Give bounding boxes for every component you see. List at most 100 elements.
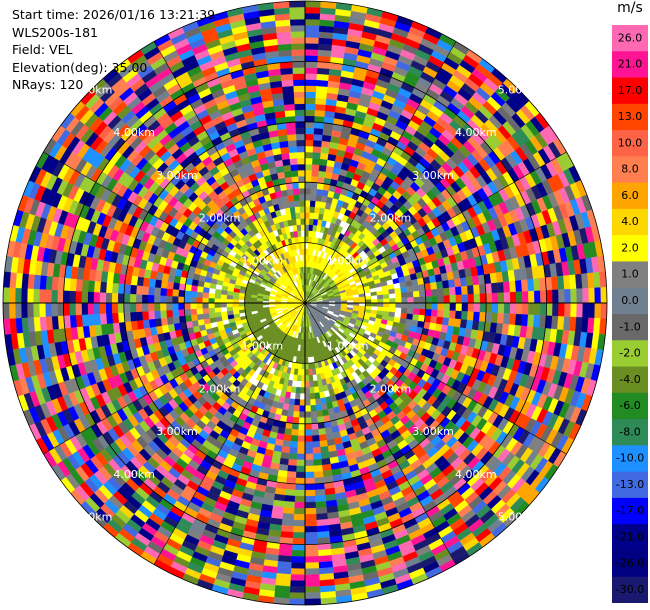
velocity-gate [304, 6, 321, 14]
velocity-gate [304, 550, 319, 557]
velocity-gate [315, 507, 328, 515]
velocity-gate [304, 49, 319, 56]
velocity-gate [485, 293, 493, 304]
velocity-gate [135, 311, 143, 321]
velocity-gate [564, 288, 571, 304]
velocity-gate [172, 282, 180, 290]
velocity-gate [304, 507, 317, 515]
velocity-gate [304, 580, 321, 588]
velocity-gate [295, 471, 306, 479]
velocity-gate [202, 302, 209, 309]
velocity-gate [600, 302, 608, 319]
velocity-gate [166, 309, 173, 318]
velocity-gate [304, 513, 317, 521]
velocity-gate [171, 295, 179, 304]
velocity-gate [172, 288, 180, 297]
velocity-gate [289, 592, 306, 600]
velocity-gate [527, 314, 535, 328]
velocity-gate [304, 441, 313, 449]
velocity-gate [315, 501, 327, 509]
velocity-gate [304, 230, 309, 237]
velocity-gate [14, 287, 22, 304]
velocity-gate [316, 525, 330, 533]
velocity-gate [315, 91, 328, 99]
velocity-gate [280, 525, 294, 533]
velocity-gate [147, 294, 155, 304]
velocity-gate [129, 311, 137, 322]
velocity-gate [304, 411, 312, 418]
velocity-gate [383, 302, 390, 308]
velocity-gate [425, 296, 432, 304]
velocity-gate [196, 308, 204, 315]
velocity-gate [413, 296, 420, 304]
velocity-gate [316, 410, 324, 418]
velocity-gate [87, 313, 95, 326]
velocity-gate [291, 422, 299, 430]
velocity-gate [400, 307, 408, 314]
velocity-gate [588, 287, 596, 304]
velocity-gate [166, 316, 174, 325]
velocity-gate [304, 12, 321, 20]
velocity-gate [208, 307, 216, 314]
velocity-gate [442, 280, 450, 289]
velocity-gate [395, 297, 402, 304]
velocity-gate [449, 294, 457, 304]
velocity-gate [382, 306, 390, 312]
velocity-gate [509, 280, 517, 293]
velocity-gate [304, 67, 318, 74]
velocity-gate [27, 302, 34, 318]
velocity-gate [308, 224, 314, 232]
velocity-gate [365, 302, 372, 307]
velocity-gate [430, 316, 438, 324]
velocity-gate [75, 290, 82, 304]
velocity-gate [312, 453, 322, 460]
velocity-gate [311, 422, 319, 430]
velocity-gate [407, 297, 414, 304]
velocity-gate [430, 288, 438, 297]
velocity-gate [485, 302, 493, 313]
velocity-gate [352, 297, 360, 301]
velocity-gate [178, 302, 185, 310]
velocity-gate [153, 302, 161, 312]
velocity-gate [314, 109, 326, 117]
velocity-gate [281, 519, 294, 527]
velocity-gate [395, 302, 402, 309]
velocity-gate [184, 302, 191, 310]
velocity-gate [290, 568, 306, 575]
velocity-gate [190, 302, 197, 310]
velocity-gate [515, 302, 523, 315]
velocity-gate [497, 292, 505, 304]
velocity-gate [69, 278, 77, 292]
velocity-gate [81, 291, 89, 304]
velocity-gate [461, 285, 469, 295]
velocity-gate [412, 314, 420, 322]
velocity-gate [383, 298, 390, 304]
velocity-gate [401, 302, 408, 309]
velocity-gate [304, 387, 310, 394]
velocity-gate [297, 429, 306, 437]
velocity-gate [238, 306, 246, 311]
velocity-gate [473, 293, 481, 304]
velocity-gate [8, 302, 16, 319]
velocity-gate [190, 296, 197, 304]
velocity-gate [318, 434, 327, 442]
velocity-gate [461, 294, 469, 304]
velocity-gate [291, 556, 306, 563]
velocity-gate [293, 513, 306, 521]
velocity-gate [582, 287, 590, 304]
velocity-gate [461, 302, 469, 312]
velocity-gate [449, 302, 457, 312]
velocity-gate [293, 507, 306, 515]
velocity-gate [316, 531, 330, 539]
velocity-gate [309, 398, 316, 406]
velocity-gate [165, 302, 173, 311]
velocity-gate [2, 287, 10, 304]
velocity-gate [311, 164, 320, 171]
velocity-gate [123, 293, 131, 304]
velocity-gate [509, 302, 517, 315]
velocity-gate [93, 291, 101, 304]
velocity-gate [45, 302, 52, 317]
velocity-gate [311, 170, 320, 178]
velocity-gate [503, 281, 511, 293]
velocity-gate [310, 194, 317, 202]
